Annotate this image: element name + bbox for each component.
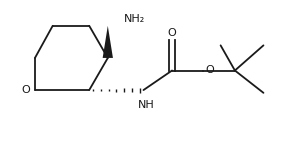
- Text: NH₂: NH₂: [123, 14, 145, 24]
- Text: O: O: [21, 85, 30, 95]
- Polygon shape: [103, 26, 113, 58]
- Text: NH: NH: [138, 100, 155, 110]
- Text: O: O: [205, 66, 214, 75]
- Text: O: O: [168, 28, 177, 38]
